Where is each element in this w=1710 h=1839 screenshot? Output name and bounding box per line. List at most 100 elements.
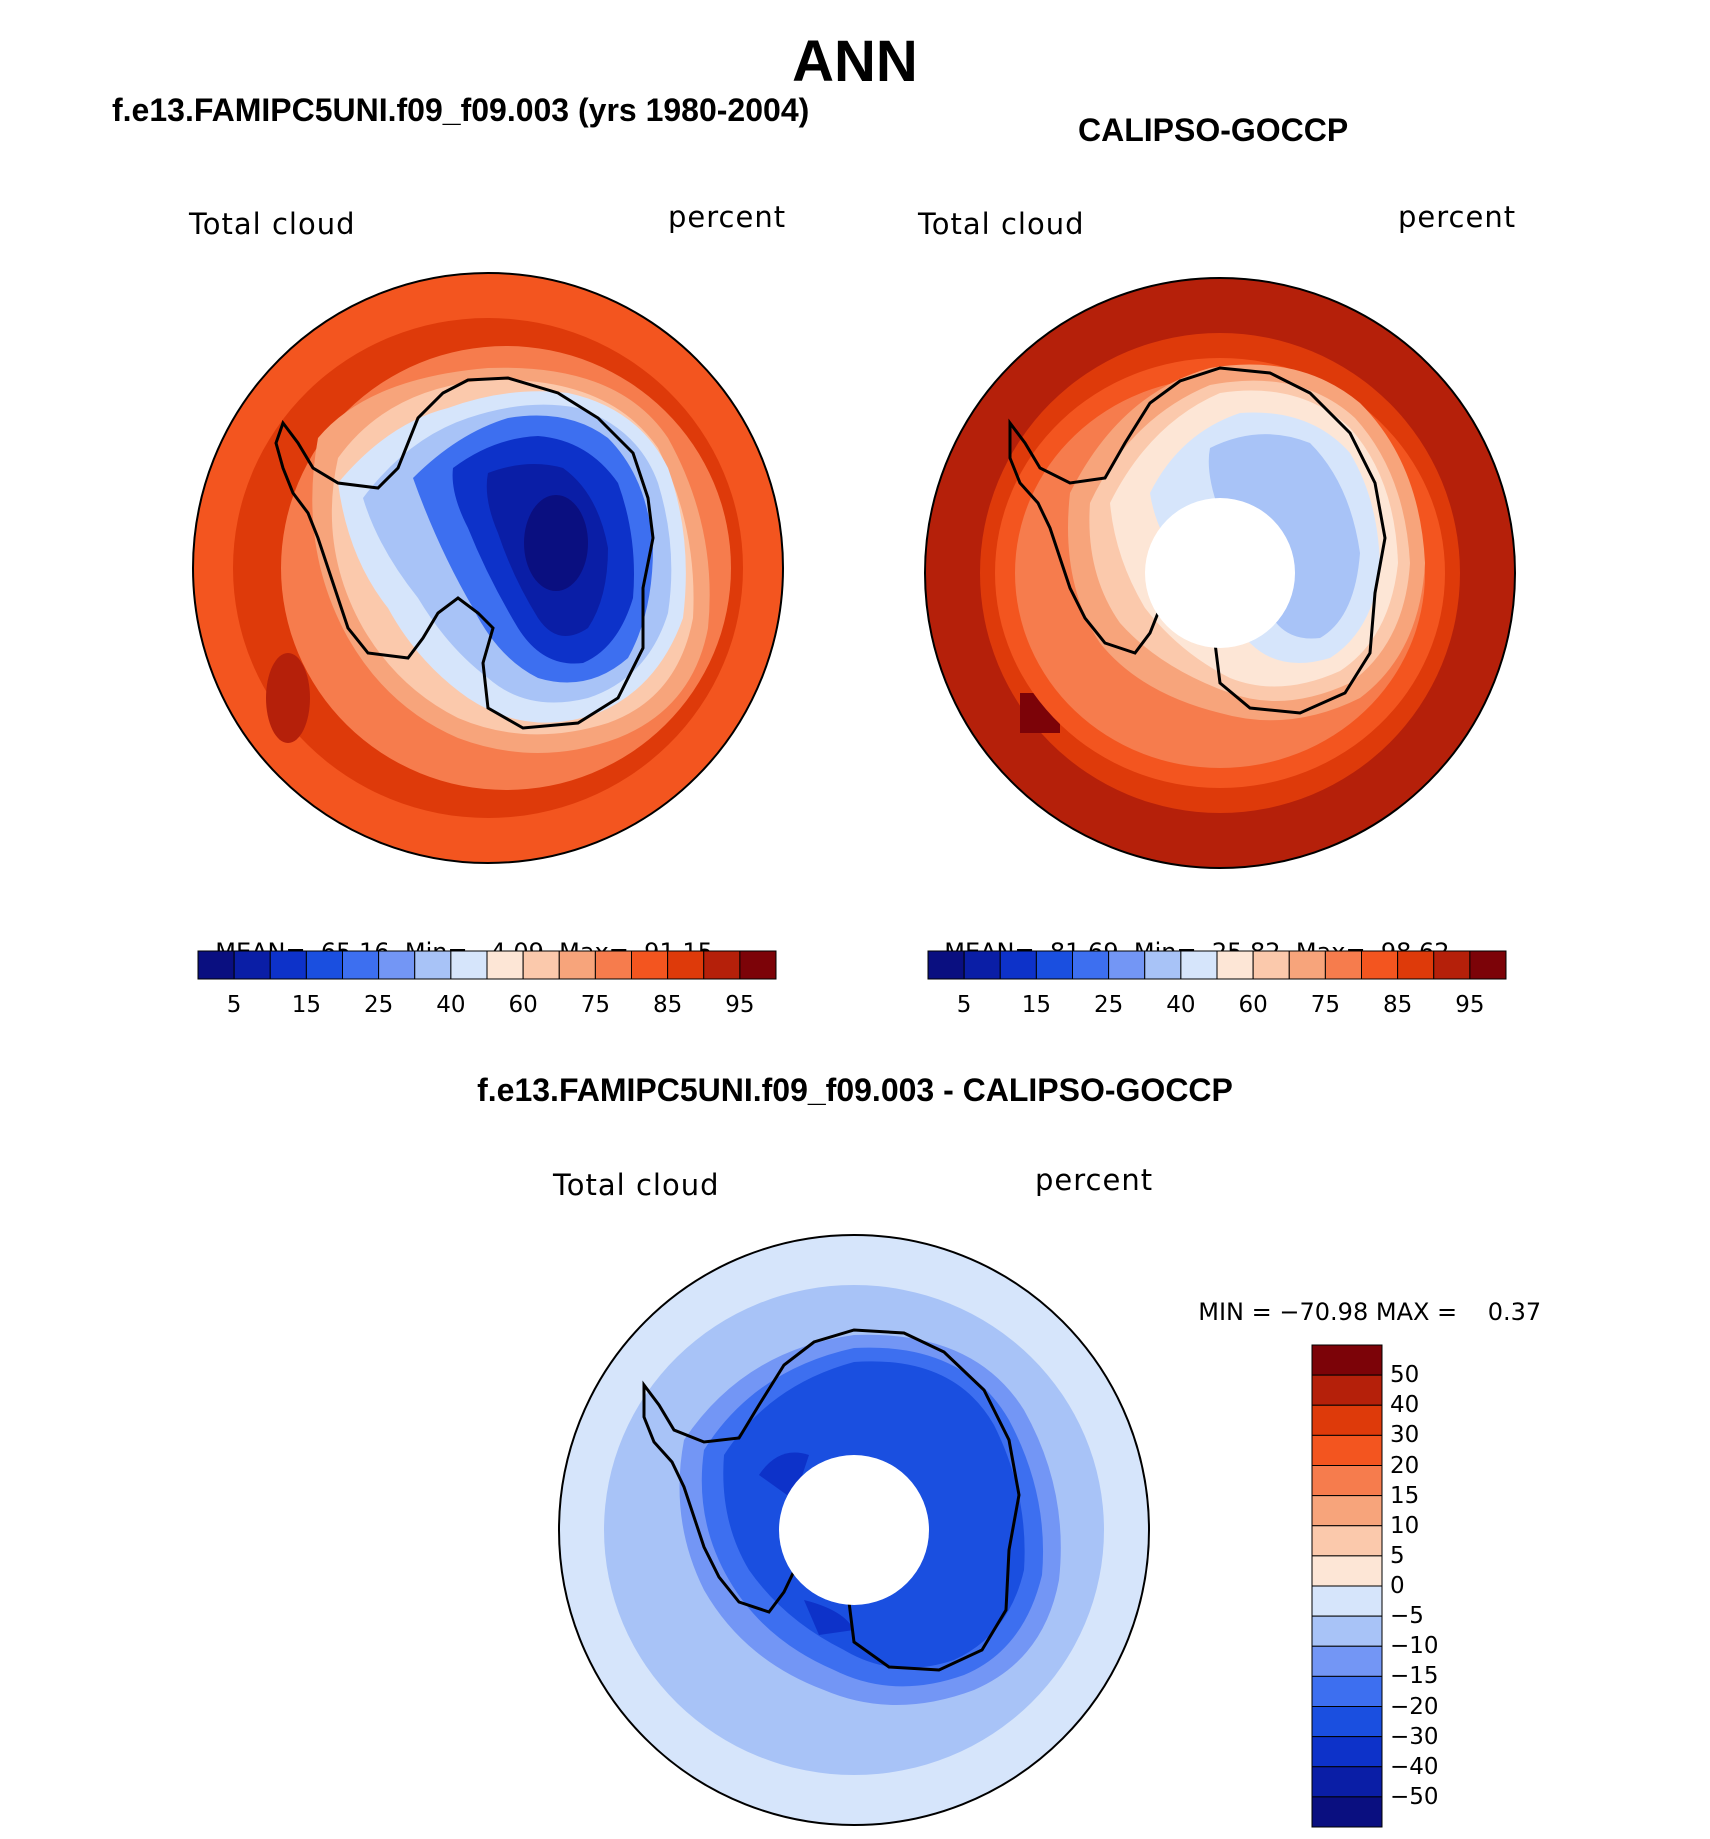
model-colorbar-swatch — [558, 950, 596, 980]
model-colorbar-tick-label: 85 — [652, 992, 683, 1018]
model-variable-label: Total cloud — [189, 207, 356, 241]
model-colorbar-tick-label: 75 — [580, 992, 611, 1018]
obs-colorbar-swatch — [1252, 950, 1290, 980]
obs-colorbar-swatch — [1216, 950, 1254, 980]
model-polar-map — [192, 272, 784, 864]
diff-colorbar-swatch — [1311, 1706, 1383, 1738]
diff-colorbar-tick-label: 20 — [1390, 1452, 1420, 1479]
diff-colorbar-tick-label: 10 — [1390, 1512, 1420, 1539]
obs-colorbar-tick-label: 75 — [1310, 992, 1341, 1018]
obs-colorbar-swatch — [1144, 950, 1182, 980]
model-colorbar-tick-label: 95 — [725, 992, 755, 1018]
diff-colorbar-tick-label: −20 — [1390, 1693, 1439, 1720]
diff-colorbar-swatch — [1311, 1645, 1383, 1677]
model-colorbar-swatch — [269, 950, 307, 980]
obs-colorbar-ticks: 5 15 25 40 60 75 85 95 — [928, 992, 1506, 1022]
model-colorbar-tick-label: 15 — [291, 992, 322, 1018]
model-colorbar-ticks: 5 15 25 40 60 75 85 95 — [198, 992, 776, 1022]
diff-colorbar-swatch — [1311, 1434, 1383, 1466]
diff-colorbar — [1311, 1344, 1383, 1828]
diff-colorbar-tick-label: −5 — [1390, 1603, 1424, 1630]
obs-colorbar-swatch — [1288, 950, 1326, 980]
model-colorbar-swatch — [305, 950, 343, 980]
model-colorbar-swatch — [378, 950, 416, 980]
diff-colorbar-tick-label: 30 — [1390, 1422, 1420, 1449]
obs-coastline — [1008, 366, 1387, 715]
model-hot-patch-2 — [283, 283, 353, 313]
model-colorbar-swatch — [414, 950, 452, 980]
diff-colorbar-swatch — [1311, 1615, 1383, 1647]
model-colorbar-swatch — [342, 950, 380, 980]
model-colorbar-swatch — [739, 950, 777, 980]
obs-data-hole — [1145, 498, 1295, 648]
obs-colorbar — [927, 950, 1507, 980]
diff-colorbar-tick-label: −40 — [1390, 1753, 1439, 1780]
model-hot-patch — [266, 653, 310, 743]
model-colorbar-swatch — [522, 950, 560, 980]
diff-colorbar-swatch — [1311, 1736, 1383, 1768]
diff-colorbar-tick-label: 15 — [1390, 1482, 1420, 1509]
diff-colorbar-tick-label: −50 — [1390, 1783, 1439, 1810]
obs-colorbar-swatch — [1324, 950, 1362, 980]
obs-colorbar-tick-label: 85 — [1382, 992, 1413, 1018]
diff-colorbar-swatch — [1311, 1404, 1383, 1436]
obs-colorbar-swatch — [927, 950, 965, 980]
diff-colorbar-tick-label: 50 — [1390, 1362, 1420, 1389]
obs-colorbar-tick-label: 25 — [1093, 992, 1124, 1018]
obs-colorbar-swatch — [1072, 950, 1110, 980]
obs-colorbar-tick-label: 60 — [1238, 992, 1268, 1018]
diff-stats: MIN = −70.98 MAX = 0.37 — [1198, 1298, 1542, 1326]
obs-colorbar-swatch — [1361, 950, 1399, 980]
diff-colorbar-tick-label: −30 — [1390, 1723, 1439, 1750]
obs-colorbar-swatch — [999, 950, 1037, 980]
diff-colorbar-swatch — [1311, 1465, 1383, 1497]
diff-colorbar-swatch — [1311, 1585, 1383, 1617]
diff-data-hole — [779, 1455, 929, 1605]
diff-colorbar-tick-label: −15 — [1390, 1663, 1439, 1690]
model-colorbar — [197, 950, 777, 980]
model-colorbar-swatch — [486, 950, 524, 980]
diff-colorbar-swatch — [1311, 1555, 1383, 1587]
obs-colorbar-swatch — [1035, 950, 1073, 980]
model-core — [524, 495, 588, 591]
obs-colorbar-tick-label: 95 — [1455, 992, 1485, 1018]
model-colorbar-tick-label: 60 — [508, 992, 538, 1018]
model-colorbar-swatch — [703, 950, 741, 980]
model-colorbar-tick-label: 25 — [363, 992, 394, 1018]
model-colorbar-swatch — [667, 950, 705, 980]
model-colorbar-tick-label: 40 — [436, 992, 466, 1018]
obs-panel-title: CALIPSO-GOCCP — [1078, 112, 1349, 148]
obs-polar-map — [924, 277, 1516, 869]
obs-colorbar-tick-label: 15 — [1021, 992, 1052, 1018]
diff-colorbar-swatch — [1311, 1525, 1383, 1557]
model-colorbar-swatch — [197, 950, 235, 980]
obs-colorbar-swatch — [1180, 950, 1218, 980]
obs-units-label: percent — [1398, 200, 1517, 234]
diff-panel-title: f.e13.FAMIPC5UNI.f09_f09.003 - CALIPSO-G… — [477, 1072, 1233, 1108]
obs-colorbar-swatch — [1469, 950, 1507, 980]
obs-colorbar-swatch — [963, 950, 1001, 980]
model-colorbar-tick-label: 5 — [226, 992, 242, 1018]
obs-colorbar-swatch — [1397, 950, 1435, 980]
obs-colorbar-tick-label: 5 — [956, 992, 972, 1018]
diff-colorbar-swatch — [1311, 1495, 1383, 1527]
diff-colorbar-tick-label: 0 — [1390, 1573, 1405, 1599]
diff-variable-label: Total cloud — [553, 1168, 720, 1202]
diff-interior-3 — [804, 1600, 854, 1635]
model-colorbar-swatch — [631, 950, 669, 980]
model-colorbar-swatch — [594, 950, 632, 980]
model-panel-title: f.e13.FAMIPC5UNI.f09_f09.003 (yrs 1980-2… — [112, 92, 810, 128]
diff-polar-map — [558, 1234, 1150, 1826]
diff-colorbar-swatch — [1311, 1374, 1383, 1406]
diff-colorbar-tick-label: −10 — [1390, 1633, 1439, 1660]
figure-title: ANN — [792, 29, 918, 94]
obs-colorbar-swatch — [1433, 950, 1471, 980]
diff-coastline — [642, 1328, 1021, 1672]
diff-colorbar-ticks: 50 40 30 20 15 10 5 0 −5 −10 −15 −20 −30 −40 −50 — [1390, 1345, 1490, 1827]
obs-colorbar-swatch — [1108, 950, 1146, 980]
diff-colorbar-swatch — [1311, 1766, 1383, 1798]
diff-colorbar-swatch — [1311, 1344, 1383, 1376]
diff-colorbar-tick-label: 40 — [1390, 1392, 1420, 1419]
diff-colorbar-swatch — [1311, 1796, 1383, 1828]
model-coastline — [274, 376, 655, 730]
